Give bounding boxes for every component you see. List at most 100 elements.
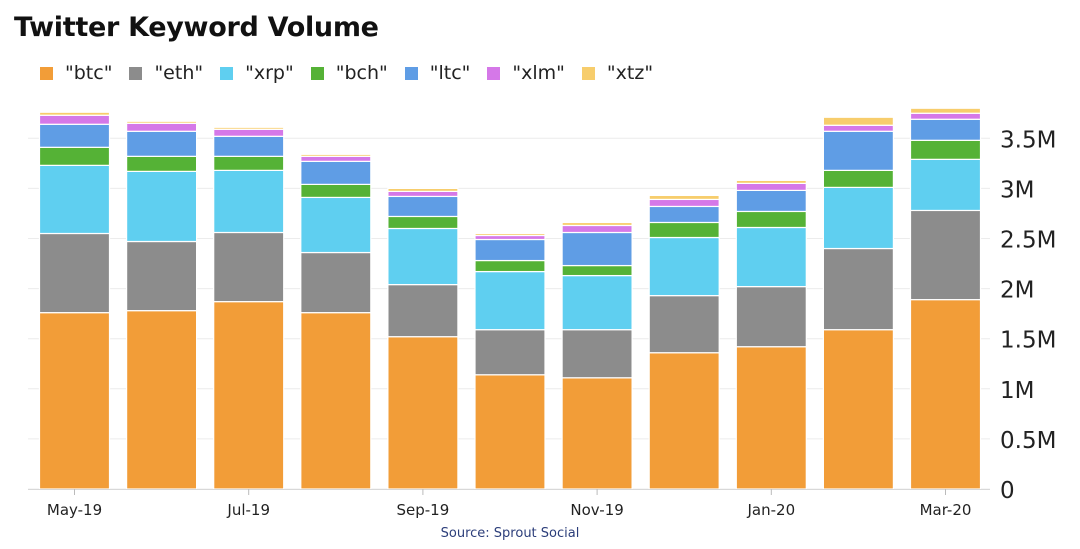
x-tick-label: Mar-20 [920, 501, 972, 519]
bar-segment [125, 170, 198, 243]
source-note: Source: Sprout Social [440, 526, 580, 541]
bar-segment [213, 128, 285, 137]
legend-swatch [581, 66, 595, 80]
legend-item[interactable]: "xtz" [581, 62, 654, 84]
legend-label: "xtz" [606, 62, 654, 84]
bar-segment [213, 169, 285, 234]
bar-segment [300, 196, 372, 254]
bar-segment [474, 238, 546, 262]
bar-segment [125, 120, 198, 124]
bar-segment [648, 198, 720, 208]
x-tick-label: Jul-19 [226, 501, 270, 519]
bar-segment [735, 182, 807, 192]
bar-segment [125, 122, 198, 132]
bar-segment [648, 194, 720, 201]
bar-segment [648, 352, 720, 490]
bar-segment [213, 135, 285, 157]
legend-swatch [487, 66, 501, 80]
bar-segment [300, 160, 372, 185]
bar-segment [213, 126, 285, 130]
y-tick-label: 0.5M [1000, 428, 1056, 454]
legend-item[interactable]: "btc" [40, 62, 112, 84]
bar-segment [561, 221, 633, 227]
bar-segment [387, 215, 459, 230]
bar-segment [300, 312, 372, 490]
bar-segment [300, 153, 372, 157]
bar-segment [300, 183, 372, 199]
legend: "btc" "eth" "xrp" "bch" "ltc" "xlm" "xtz" [40, 62, 670, 84]
bar-segment [387, 195, 459, 218]
legend-label: "ltc" [429, 62, 471, 84]
bar-segment [909, 158, 982, 212]
bar-segment [474, 259, 546, 273]
bar-segment [561, 377, 633, 490]
y-tick-label: 1.5M [1000, 328, 1056, 354]
bar-segment [125, 310, 198, 490]
y-tick-label: 2M [1000, 278, 1034, 304]
bar-segment [213, 301, 285, 490]
x-tick-label: Jan-20 [746, 501, 795, 519]
bar-segment [387, 336, 459, 490]
bar-segment [822, 124, 895, 132]
legend-swatch [129, 66, 143, 80]
bar-segment [300, 155, 372, 162]
bar-segment [387, 187, 459, 193]
legend-item[interactable]: "ltc" [404, 62, 471, 84]
bar-segment [909, 139, 982, 160]
legend-label: "xrp" [245, 62, 294, 84]
legend-item[interactable]: "xrp" [220, 62, 294, 84]
bar-segment [822, 186, 895, 250]
y-tick-label: 2.5M [1000, 228, 1056, 254]
legend-item[interactable]: "bch" [310, 62, 388, 84]
legend-label: "btc" [65, 62, 113, 84]
legend-label: "bch" [335, 62, 388, 84]
bar-segment [822, 247, 895, 331]
bar-segment [387, 190, 459, 198]
bar-segment [648, 205, 720, 224]
bar-segment [822, 169, 895, 188]
bar-segment [561, 264, 633, 277]
chart-title: Twitter Keyword Volume [14, 12, 379, 43]
bar-segment [561, 274, 633, 331]
bar-segment [38, 111, 111, 116]
bar-segment [474, 234, 546, 241]
bar-segment [38, 312, 111, 490]
bar-segment [38, 232, 111, 314]
y-tick-label: 0 [1000, 478, 1015, 504]
bar-segment [38, 123, 111, 148]
bar-segment [735, 226, 807, 288]
legend-item[interactable]: "eth" [129, 62, 203, 84]
bar-segment [38, 164, 111, 235]
bar-segment [213, 155, 285, 171]
bar-segment [125, 130, 198, 157]
x-tick-label: May-19 [47, 501, 102, 519]
bar-segment [735, 285, 807, 348]
bar-segment [735, 210, 807, 229]
bar-segment [213, 231, 285, 303]
legend-item[interactable]: "xlm" [487, 62, 565, 84]
legend-swatch [404, 66, 418, 80]
bar-segment [561, 231, 633, 267]
bar-segment [474, 232, 546, 237]
bar-segment [909, 118, 982, 141]
bar-segment [300, 251, 372, 314]
legend-swatch [220, 66, 234, 80]
bar-segment [909, 299, 982, 490]
bar-segment [648, 221, 720, 239]
bar-segment [735, 346, 807, 490]
bar-segment [822, 130, 895, 171]
bar-segment [474, 374, 546, 490]
y-tick-label: 3.5M [1000, 127, 1056, 153]
bar-segment [38, 146, 111, 166]
bar-segment [822, 329, 895, 490]
y-tick-label: 1M [1000, 378, 1034, 404]
bar-segment [648, 295, 720, 354]
bar-segment [735, 179, 807, 184]
legend-label: "xlm" [512, 62, 565, 84]
bar-segment [38, 114, 111, 125]
legend-swatch [40, 66, 53, 80]
bar-segment [125, 155, 198, 172]
bar-segment [735, 189, 807, 213]
x-tick-label: Sep-19 [397, 501, 450, 519]
